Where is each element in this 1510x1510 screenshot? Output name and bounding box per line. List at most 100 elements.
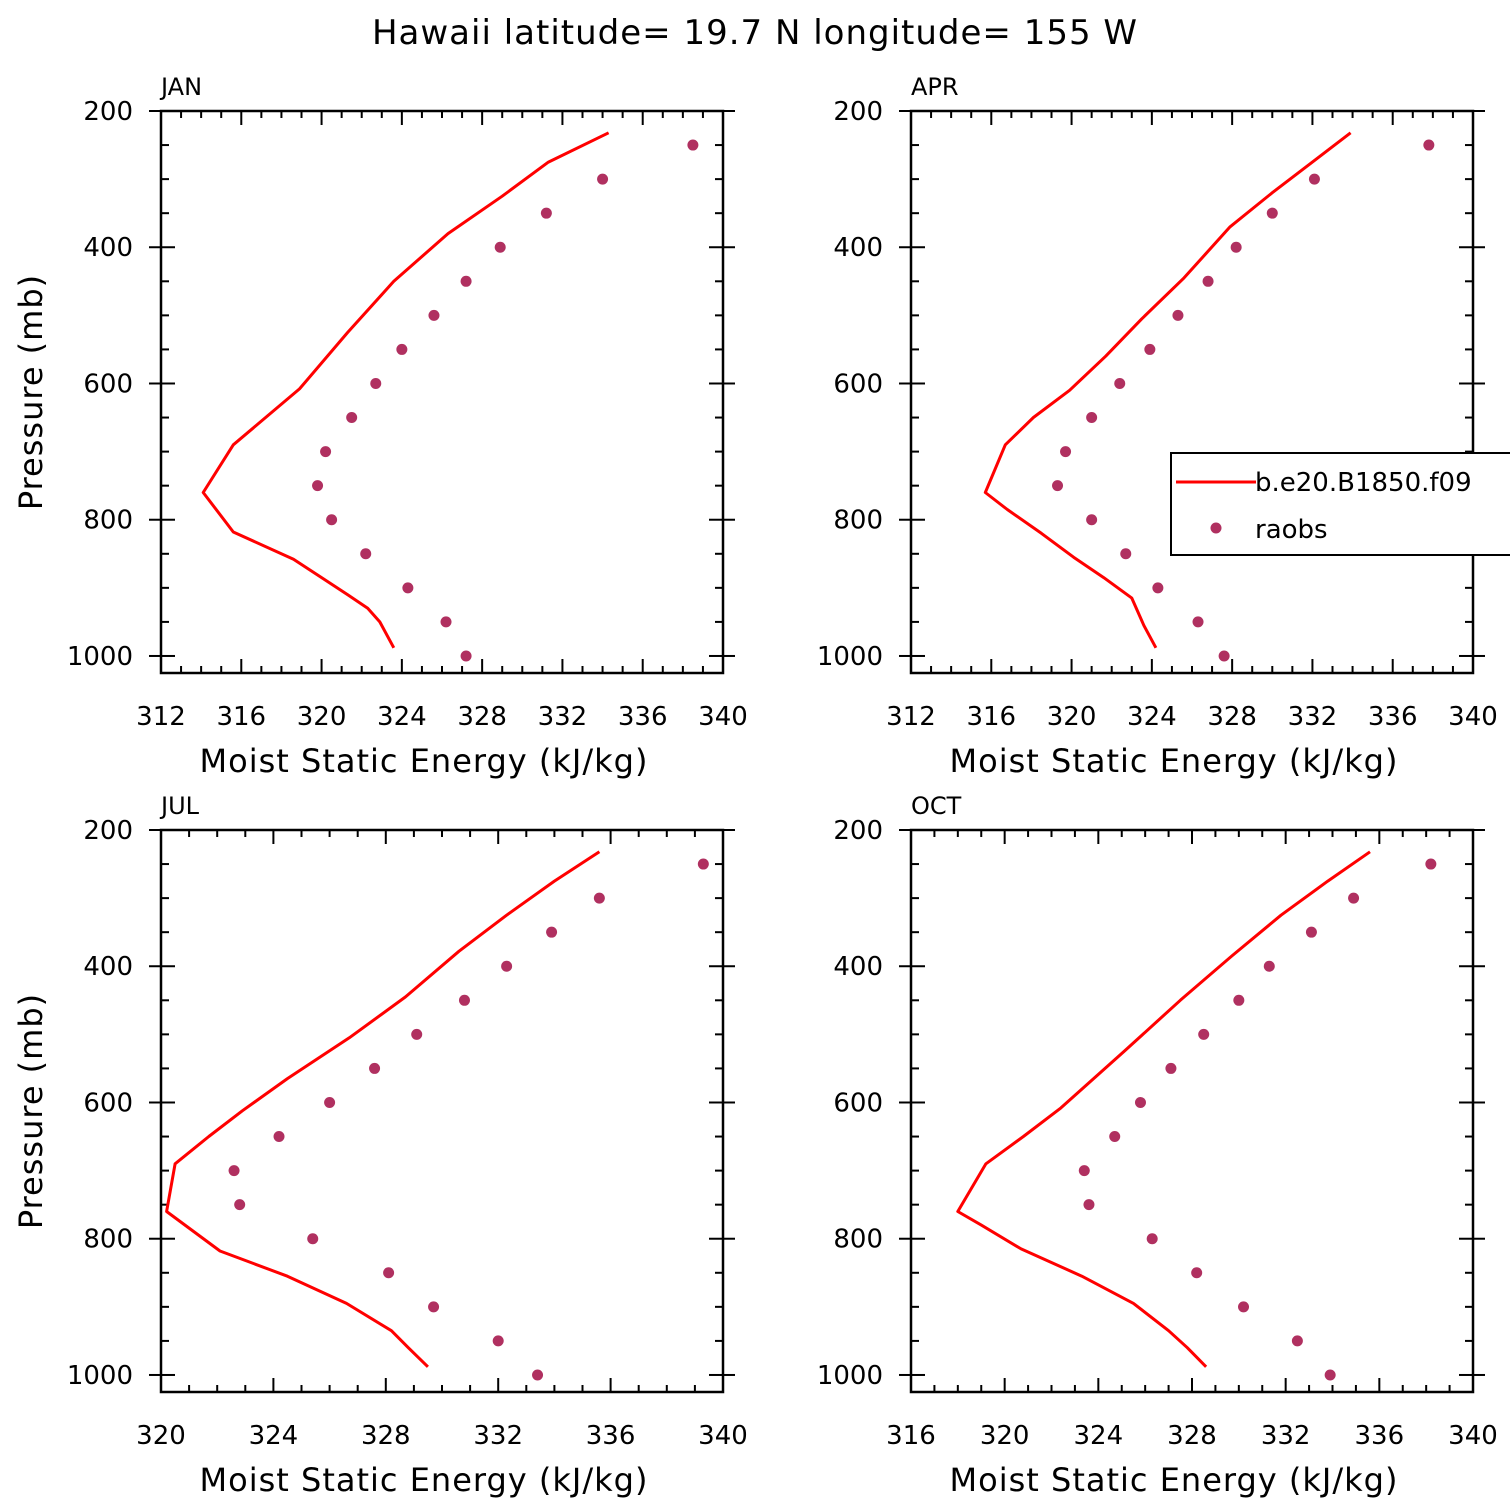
y-tick-label: 1000 — [67, 642, 133, 672]
x-tick-label: 340 — [1448, 702, 1498, 732]
plot-frame — [159, 828, 725, 1394]
y-tick-label: 800 — [833, 1225, 883, 1255]
x-axis-title: Moist Static Energy (kJ/kg) — [950, 1461, 1399, 1499]
obs-point — [396, 343, 408, 355]
obs-point — [312, 480, 324, 492]
panel-label: APR — [911, 73, 959, 101]
x-tick-label: 340 — [698, 1421, 748, 1451]
obs-point — [428, 309, 440, 321]
obs-point — [1134, 1096, 1146, 1108]
obs-point — [402, 582, 414, 594]
obs-point — [320, 446, 332, 458]
x-axis-title: Moist Static Energy (kJ/kg) — [950, 742, 1399, 780]
panel-jul: 320 324 328 332 336 340 200 400 600 800 1000 JUL Moi… — [12, 792, 748, 1499]
x-tick-label: 316 — [886, 1421, 936, 1451]
obs-point — [1198, 1028, 1210, 1040]
obs-point — [1172, 309, 1184, 321]
y-tick-label: 800 — [833, 506, 883, 536]
obs-point — [1152, 582, 1164, 594]
obs-point — [593, 892, 605, 904]
y-tick-label: 800 — [83, 506, 133, 536]
legend-obs-swatch — [1210, 522, 1222, 534]
x-tick-label: 324 — [377, 702, 427, 732]
obs-point — [687, 139, 699, 151]
x-tick-label: 332 — [1288, 702, 1338, 732]
x-tick-label: 332 — [1261, 1421, 1311, 1451]
obs-point — [1233, 994, 1245, 1006]
x-tick-label: 320 — [1047, 702, 1097, 732]
obs-point — [1083, 1199, 1095, 1211]
figure-title: Hawaii latitude= 19.7 N longitude= 155 W — [372, 13, 1138, 53]
x-tick-label: 320 — [297, 702, 347, 732]
obs-point — [1109, 1131, 1121, 1143]
obs-point — [1291, 1335, 1303, 1347]
obs-point — [228, 1165, 240, 1177]
x-axis-title: Moist Static Energy (kJ/kg) — [200, 1461, 649, 1499]
obs-point — [324, 1096, 336, 1108]
y-tick-label: 400 — [83, 952, 133, 982]
legend-model-label: b.e20.B1850.f09 — [1255, 468, 1472, 498]
x-tick-label: 328 — [457, 702, 507, 732]
obs-point — [383, 1267, 395, 1279]
model-line — [165, 850, 601, 1368]
y-tick-label: 200 — [833, 816, 883, 846]
panel-apr: 312 316 320 324 328 332 336 340 200 400 600 800 1000… — [817, 73, 1498, 780]
obs-point — [1218, 650, 1230, 662]
plot-frame — [909, 109, 1475, 675]
obs-point — [540, 207, 552, 219]
x-tick-label: 336 — [1355, 1421, 1405, 1451]
x-tick-label: 332 — [538, 702, 588, 732]
y-tick-label: 400 — [833, 233, 883, 263]
y-axis-title: Pressure (mb) — [12, 993, 50, 1229]
obs-point — [346, 412, 358, 424]
y-tick-label: 1000 — [817, 1361, 883, 1391]
panel-label: JAN — [159, 73, 202, 101]
obs-point — [1192, 616, 1204, 628]
obs-point — [1324, 1369, 1336, 1381]
y-tick-label: 600 — [833, 369, 883, 399]
obs-point — [428, 1301, 440, 1313]
obs-point — [460, 275, 472, 287]
obs-point — [1308, 173, 1320, 185]
obs-point — [1423, 139, 1435, 151]
obs-point — [494, 241, 506, 253]
obs-point — [369, 1062, 381, 1074]
x-tick-label: 312 — [886, 702, 936, 732]
obs-point — [1120, 548, 1132, 560]
obs-point — [1052, 480, 1064, 492]
obs-point — [697, 858, 709, 870]
obs-point — [1146, 1233, 1158, 1245]
obs-point — [370, 377, 382, 389]
panel-jan: 312 316 320 324 328 332 336 340 200 400 600 800 1000… — [12, 73, 748, 780]
x-tick-label: 324 — [1074, 1421, 1124, 1451]
y-tick-label: 800 — [83, 1225, 133, 1255]
y-tick-label: 600 — [83, 1088, 133, 1118]
x-tick-label: 320 — [980, 1421, 1030, 1451]
y-tick-label: 600 — [833, 1088, 883, 1118]
y-tick-label: 400 — [833, 952, 883, 982]
legend: b.e20.B1850.f09 raobs — [1170, 452, 1510, 556]
x-tick-label: 340 — [698, 702, 748, 732]
x-axis-title: Moist Static Energy (kJ/kg) — [200, 742, 649, 780]
x-tick-label: 328 — [361, 1421, 411, 1451]
x-tick-label: 312 — [136, 702, 186, 732]
legend-box — [1170, 452, 1510, 556]
legend-obs-label: raobs — [1255, 515, 1328, 545]
obs-point — [307, 1233, 319, 1245]
x-tick-label: 328 — [1207, 702, 1257, 732]
obs-point — [532, 1369, 544, 1381]
obs-point — [1165, 1062, 1177, 1074]
obs-point — [546, 926, 558, 938]
y-tick-label: 1000 — [67, 1361, 133, 1391]
model-line — [956, 850, 1371, 1368]
obs-point — [458, 994, 470, 1006]
x-tick-label: 336 — [618, 702, 668, 732]
x-tick-label: 332 — [473, 1421, 523, 1451]
obs-point — [1202, 275, 1214, 287]
obs-point — [1114, 377, 1126, 389]
x-tick-label: 324 — [249, 1421, 299, 1451]
obs-point — [492, 1335, 504, 1347]
panel-oct: 316 320 324 328 332 336 340 200 400 600 800 1000 OCT… — [817, 792, 1498, 1499]
obs-point — [1191, 1267, 1203, 1279]
obs-point — [1266, 207, 1278, 219]
